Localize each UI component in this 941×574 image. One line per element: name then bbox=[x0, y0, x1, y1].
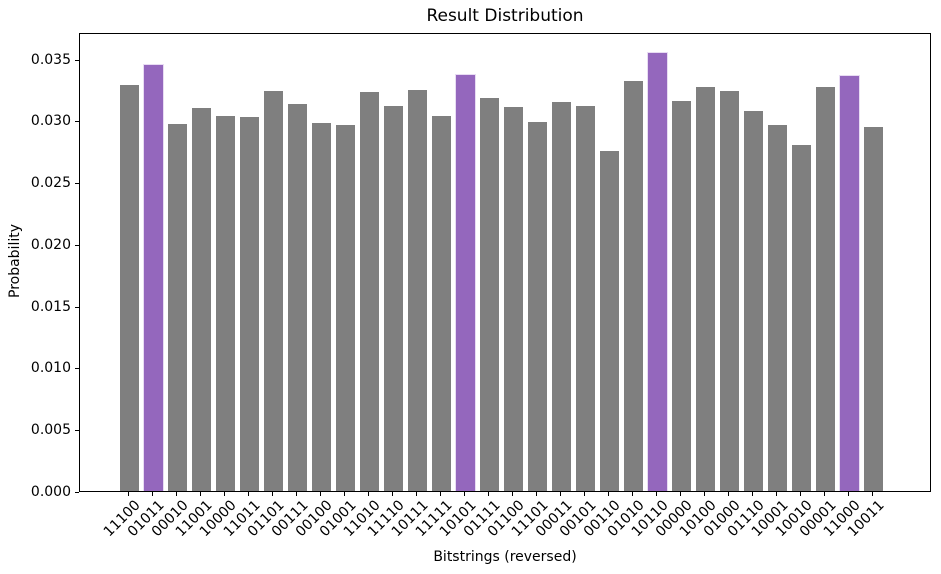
y-tick-label: 0.010 bbox=[30, 360, 71, 376]
x-tick bbox=[752, 492, 753, 496]
y-tick-label: 0.020 bbox=[30, 237, 71, 253]
bar bbox=[335, 125, 355, 491]
x-tick bbox=[680, 492, 681, 496]
x-tick bbox=[368, 492, 369, 496]
bar bbox=[863, 127, 883, 491]
x-tick bbox=[176, 492, 177, 496]
y-tick-label: 0.000 bbox=[30, 484, 71, 500]
x-tick bbox=[344, 492, 345, 496]
x-tick bbox=[704, 492, 705, 496]
bar bbox=[191, 108, 211, 491]
bar bbox=[503, 107, 523, 491]
y-axis-label: Probability bbox=[7, 223, 23, 299]
bar bbox=[311, 123, 331, 491]
x-tick bbox=[872, 492, 873, 496]
x-tick bbox=[776, 492, 777, 496]
bar bbox=[407, 90, 427, 491]
plot-area bbox=[79, 33, 931, 492]
bar bbox=[479, 98, 499, 491]
bar bbox=[119, 85, 139, 491]
x-tick bbox=[200, 492, 201, 496]
bar bbox=[359, 92, 379, 491]
y-tick-label: 0.015 bbox=[30, 299, 71, 315]
bar-highlighted bbox=[142, 64, 164, 491]
y-tick bbox=[75, 307, 79, 308]
y-tick-label: 0.025 bbox=[30, 175, 71, 191]
bar bbox=[431, 116, 451, 491]
y-tick bbox=[75, 492, 79, 493]
x-tick bbox=[824, 492, 825, 496]
x-tick bbox=[128, 492, 129, 496]
bar bbox=[575, 106, 595, 491]
x-tick bbox=[296, 492, 297, 496]
bar bbox=[527, 122, 547, 491]
bar bbox=[623, 81, 643, 491]
y-tick bbox=[75, 60, 79, 61]
bar bbox=[791, 145, 811, 491]
bar bbox=[215, 116, 235, 491]
x-tick bbox=[512, 492, 513, 496]
y-tick-label: 0.030 bbox=[30, 113, 71, 129]
x-tick bbox=[560, 492, 561, 496]
x-tick bbox=[536, 492, 537, 496]
bar-highlighted bbox=[838, 75, 860, 491]
y-tick bbox=[75, 183, 79, 184]
bar bbox=[383, 106, 403, 491]
x-tick bbox=[272, 492, 273, 496]
x-tick bbox=[632, 492, 633, 496]
x-tick bbox=[224, 492, 225, 496]
y-tick bbox=[75, 430, 79, 431]
x-tick bbox=[584, 492, 585, 496]
x-tick bbox=[392, 492, 393, 496]
x-tick bbox=[416, 492, 417, 496]
bar bbox=[551, 102, 571, 491]
bar bbox=[167, 124, 187, 491]
bar bbox=[743, 111, 763, 491]
chart-title: Result Distribution bbox=[426, 6, 584, 26]
y-tick-label: 0.035 bbox=[30, 52, 71, 68]
bar bbox=[599, 151, 619, 491]
bar bbox=[671, 101, 691, 491]
y-tick bbox=[75, 368, 79, 369]
bar bbox=[815, 87, 835, 491]
x-axis-label: Bitstrings (reversed) bbox=[433, 549, 577, 565]
x-tick bbox=[320, 492, 321, 496]
y-tick bbox=[75, 121, 79, 122]
x-tick bbox=[440, 492, 441, 496]
x-tick bbox=[656, 492, 657, 496]
y-tick-label: 0.005 bbox=[30, 422, 71, 438]
x-tick bbox=[248, 492, 249, 496]
x-tick bbox=[800, 492, 801, 496]
x-tick bbox=[848, 492, 849, 496]
bar bbox=[263, 91, 283, 491]
bar bbox=[239, 117, 259, 491]
x-tick bbox=[728, 492, 729, 496]
y-tick bbox=[75, 245, 79, 246]
bar-highlighted bbox=[646, 52, 668, 491]
x-tick bbox=[152, 492, 153, 496]
x-tick bbox=[608, 492, 609, 496]
bar-highlighted bbox=[454, 74, 476, 491]
x-tick bbox=[488, 492, 489, 496]
x-tick bbox=[464, 492, 465, 496]
bar bbox=[719, 91, 739, 491]
bar bbox=[767, 125, 787, 491]
bar bbox=[287, 104, 307, 491]
bar bbox=[695, 87, 715, 491]
